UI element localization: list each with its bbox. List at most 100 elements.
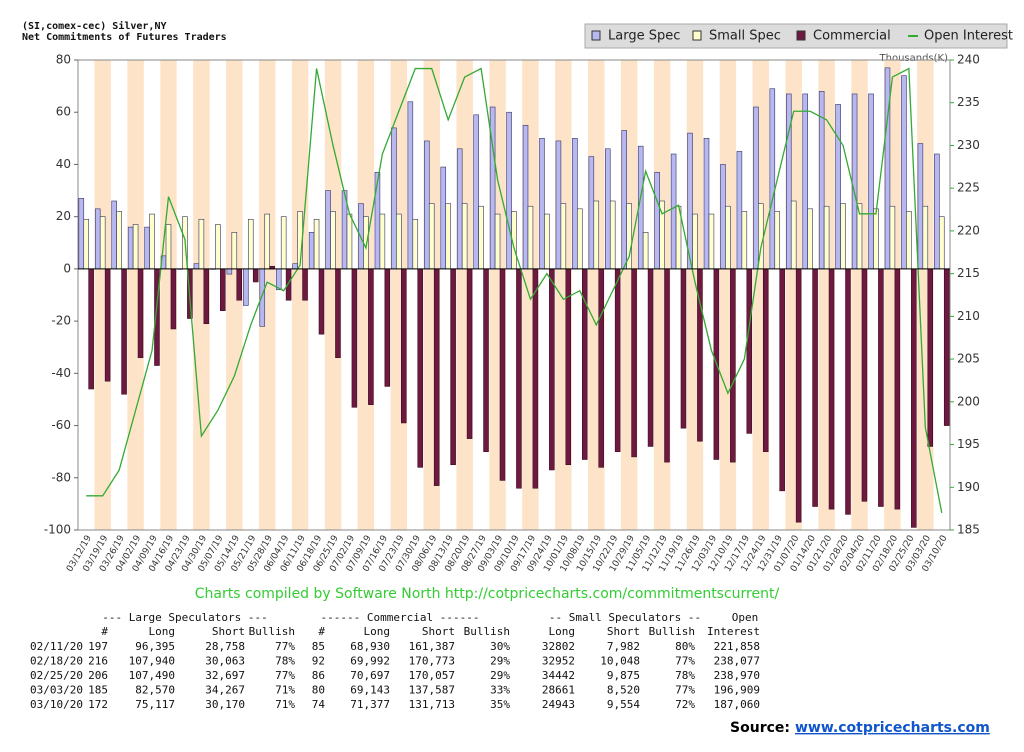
legend-label: Small Spec [709,29,781,44]
bar [137,268,144,358]
bar [203,268,210,325]
bar [736,151,743,270]
table-cell: 34,267 [205,684,245,697]
bar [922,205,929,270]
table-group-header: --- Large Speculators --- [102,611,268,624]
y-tick-label: 60 [56,105,71,119]
bar [308,232,315,270]
table-cell: 172 [88,698,108,711]
bar [400,268,407,424]
legend-swatch [591,30,601,41]
table-cell: 85 [312,640,325,653]
table-cell: 03/03/20 [30,684,83,697]
bar [845,268,851,515]
table-cell: 9,875 [607,669,640,682]
bar [516,268,522,489]
table-cell: 03/10/20 [30,698,83,711]
table-cell: 196,909 [714,684,760,697]
table-cell: 29% [490,669,510,682]
bar [215,224,221,270]
bar [127,226,134,270]
bar [252,268,259,283]
bar [506,111,512,270]
bar [549,268,555,471]
bar [884,67,891,270]
bar [499,268,506,481]
bar [433,268,440,486]
table-header: # [101,625,108,638]
table-cell: 96,395 [135,640,175,653]
bar [664,268,670,463]
source-link[interactable]: www.cotpricecharts.com [795,720,990,736]
bar [494,213,501,270]
bar [642,232,649,270]
table-cell: 69,992 [350,655,390,668]
table-group-header: -- Small Speculators -- [549,611,701,624]
bar [725,205,731,270]
band-shade [226,60,243,530]
y-tick-label: -40 [51,366,71,380]
table-cell: 170,057 [409,669,455,682]
bar [527,205,534,270]
bar [391,127,397,270]
table-cell: 32,697 [205,669,245,682]
table-cell: 107,490 [129,669,175,682]
bar [111,200,117,270]
bar [379,213,386,270]
table-header: # [318,625,325,638]
bar [605,148,611,270]
bar [132,224,139,270]
bar [598,268,604,468]
y2-tick-label: 210 [957,309,980,323]
bar [544,213,550,270]
table-cell: 197 [88,640,108,653]
bar [335,268,341,358]
bar [461,203,468,270]
bar [746,268,753,434]
table-cell: 86 [312,669,325,682]
bar [483,268,489,452]
bar [753,106,759,270]
bar [522,124,529,270]
bar [730,268,736,463]
bar [708,213,715,270]
table-cell: 28661 [542,684,575,697]
table-cell: 34442 [542,669,575,682]
bar [417,268,423,468]
bar [539,138,545,270]
bar [614,268,621,452]
bar [198,218,205,270]
bar [396,213,402,270]
table-cell: 32802 [542,640,575,653]
bar [823,205,830,270]
bar [78,198,85,270]
bar [99,216,106,270]
table-cell: 29% [490,655,510,668]
bar [445,203,451,270]
table-cell: 92 [312,655,325,668]
bar [313,218,320,270]
bar [193,263,200,270]
bar [318,268,325,335]
table-cell: 35% [490,698,510,711]
band-shade [357,60,375,530]
table-cell: 78% [275,655,295,668]
bar [94,208,101,270]
table-cell: 221,858 [714,640,760,653]
bar [121,268,127,395]
table-cell: 02/11/20 [30,640,83,653]
bar [769,88,776,270]
table-cell: 75,117 [135,698,175,711]
table-cell: 71,377 [350,698,390,711]
bar [779,268,785,492]
bar [741,211,748,270]
bar [280,216,287,270]
table-cell: 02/18/20 [30,655,83,668]
bar [621,130,628,270]
bar [873,208,879,270]
table-cell: 131,713 [409,698,455,711]
bar [927,268,934,447]
y2-tick-label: 230 [957,138,980,152]
table-group-header: ------ Commercial ------ [321,611,480,624]
bar [943,268,950,426]
